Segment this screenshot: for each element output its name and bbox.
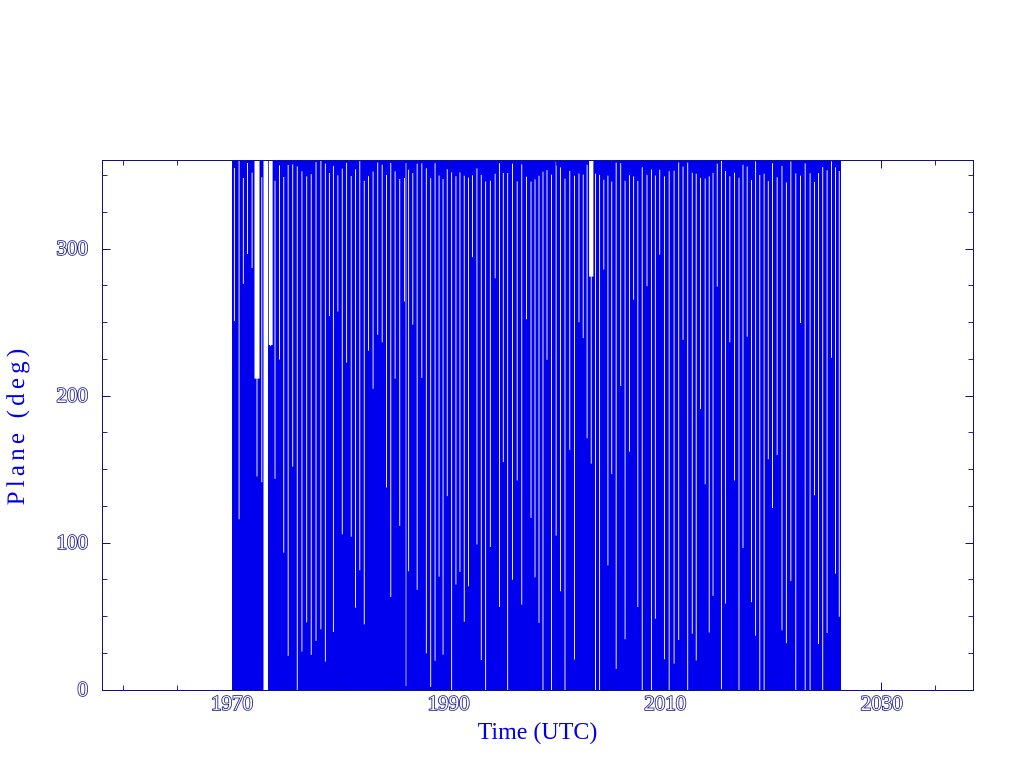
svg-text:300: 300 — [57, 236, 89, 260]
svg-text:1970: 1970 — [211, 691, 253, 715]
svg-text:1990: 1990 — [428, 691, 470, 715]
svg-text:100: 100 — [57, 530, 89, 554]
svg-text:2030: 2030 — [861, 691, 903, 715]
svg-text:Time (UTC): Time (UTC) — [478, 719, 598, 745]
svg-text:0: 0 — [78, 677, 89, 701]
svg-text:2010: 2010 — [644, 691, 686, 715]
svg-text:200: 200 — [57, 383, 89, 407]
svg-text:Plane (deg): Plane (deg) — [3, 345, 30, 506]
